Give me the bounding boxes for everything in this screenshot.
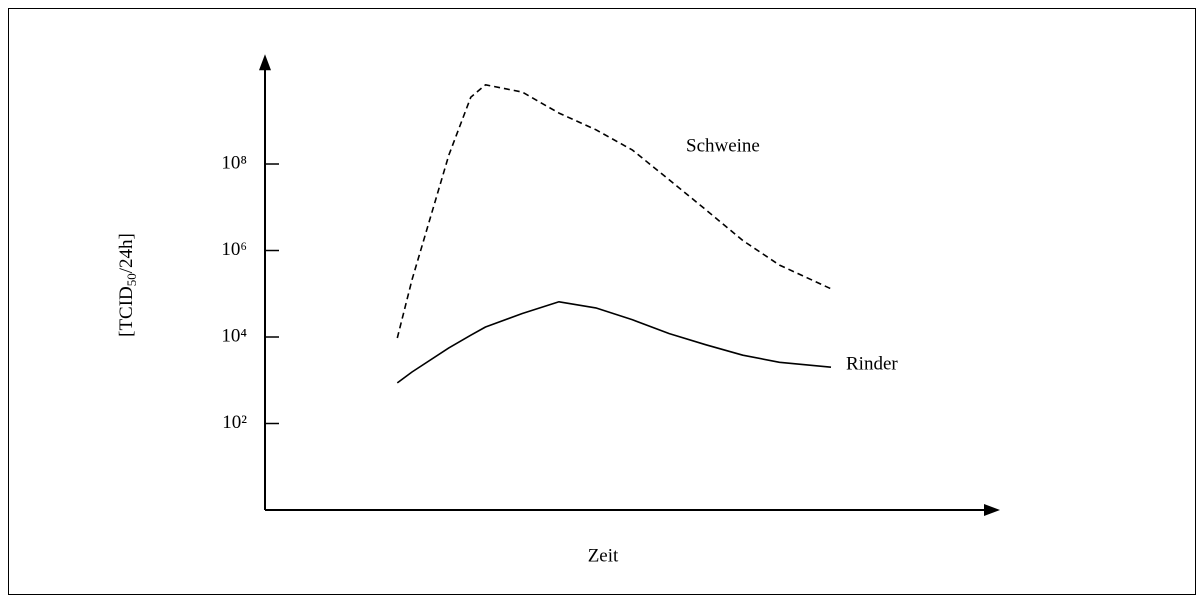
series-label: Rinder bbox=[846, 353, 898, 374]
x-axis-arrow bbox=[984, 504, 1000, 516]
series-label: Schweine bbox=[686, 135, 760, 156]
x-axis-label: Zeit bbox=[588, 545, 619, 566]
y-tick-label: 10⁶ bbox=[221, 239, 247, 260]
series-line bbox=[396, 301, 832, 384]
y-label-prefix: [TCID bbox=[116, 286, 137, 337]
frame bbox=[8, 8, 1196, 595]
y-axis-arrow bbox=[259, 54, 271, 71]
y-label-subscript: 50 bbox=[124, 273, 139, 286]
y-tick-label: 10² bbox=[222, 412, 247, 433]
y-label-suffix: /24h] bbox=[116, 233, 137, 273]
y-tick-label: 10⁸ bbox=[221, 152, 247, 173]
y-tick-label: 10⁴ bbox=[221, 325, 247, 346]
y-axis-label: [TCID50/24h] bbox=[116, 233, 139, 337]
series-line bbox=[396, 84, 832, 339]
